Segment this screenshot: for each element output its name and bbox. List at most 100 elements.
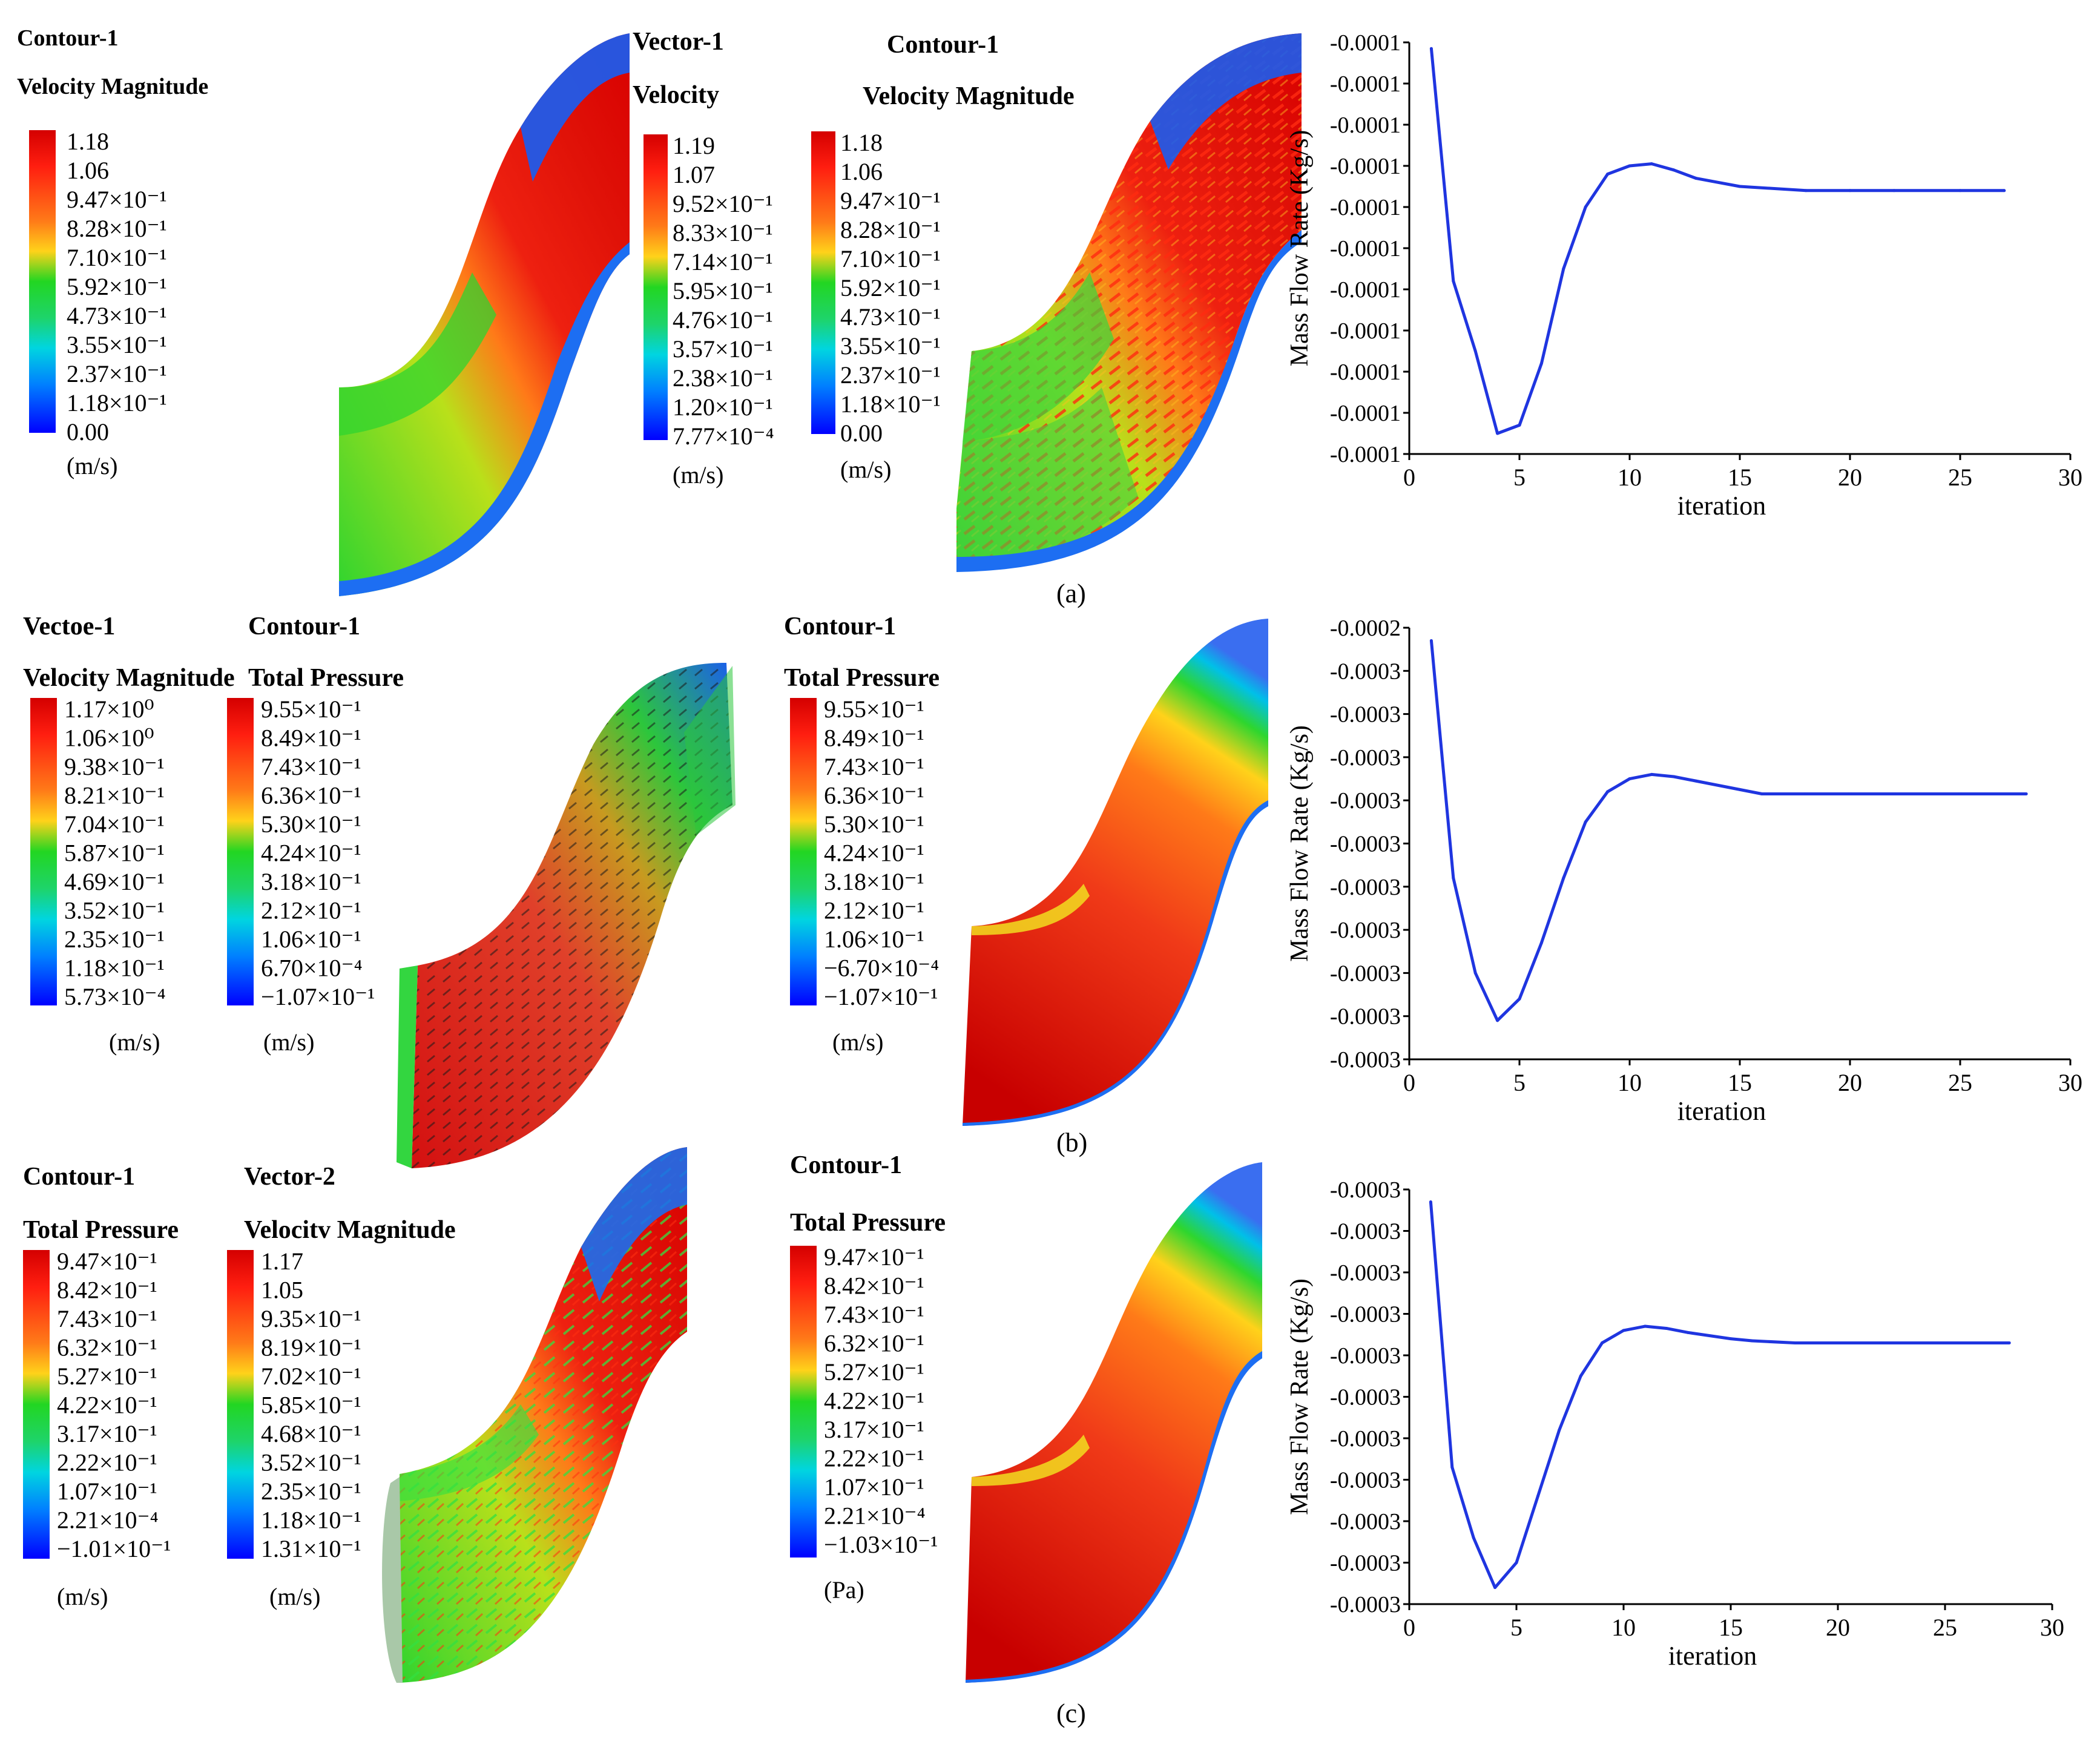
data-point	[1472, 1536, 1475, 1539]
data-point	[1496, 432, 1499, 435]
legend-subtitle: Velocity	[633, 81, 719, 109]
legend-ticks: 9.55×10⁻¹8.49×10⁻¹7.43×10⁻¹6.36×10⁻¹5.30…	[261, 696, 375, 1010]
x-axis-label: iteration	[1677, 1096, 1766, 1126]
legend-tick-label: 8.21×10⁻¹	[64, 782, 165, 809]
y-tick-label: -0.0003	[1330, 875, 1401, 900]
legend-tick-label: 9.52×10⁻¹	[673, 190, 773, 217]
legend-tick-label: 7.10×10⁻¹	[67, 244, 167, 271]
legend-title: Vector-2	[244, 1163, 335, 1191]
legend-subtitle: Velocity Magnitude	[863, 82, 1075, 110]
y-tick-label: -0.0003	[1330, 918, 1401, 943]
duct-total-pressure-c	[966, 1162, 1262, 1683]
legend-unit: (m/s)	[673, 461, 723, 488]
legend-tick-label: −1.01×10⁻¹	[57, 1535, 171, 1562]
data-point	[1622, 1329, 1625, 1332]
legend-unit: (m/s)	[109, 1028, 160, 1056]
x-axis-label: iteration	[1677, 491, 1766, 521]
legend-tick-label: 1.18×10⁻¹	[67, 389, 167, 416]
y-tick-label: -0.0001	[1330, 318, 1401, 344]
legend-tick-label: 9.55×10⁻¹	[824, 696, 924, 723]
legend-tick-label: 2.12×10⁻¹	[824, 897, 924, 924]
x-tick-label: 20	[1838, 464, 1862, 491]
legend-subtitle: Velocity Magnitude	[23, 664, 235, 692]
legend-title: Contour-1	[248, 613, 360, 640]
legend-tick-label: 1.06	[840, 158, 883, 185]
data-point	[1836, 1341, 1840, 1344]
data-point	[1628, 777, 1631, 781]
x-tick-label: 5	[1510, 1614, 1522, 1641]
legend-tick-label: 6.32×10⁻¹	[57, 1334, 157, 1361]
series-line	[1429, 640, 2027, 1022]
legend-tick-label: 1.19	[673, 132, 715, 159]
legend-tick-label: 2.21×10⁻⁴	[824, 1502, 926, 1530]
legend-tick-label: 2.35×10⁻¹	[64, 926, 165, 953]
legend-tick-label: 5.30×10⁻¹	[261, 811, 361, 838]
legend-tick-label: 3.18×10⁻¹	[824, 868, 924, 895]
y-tick-label: -0.0001	[1330, 360, 1401, 385]
legend-tick-label: 6.32×10⁻¹	[824, 1330, 924, 1357]
y-tick-label: -0.0003	[1330, 832, 1401, 857]
legend-velocity-magnitude-b1: Vectoe-1 Velocity Magnitude 1.17×10⁰1.06…	[23, 613, 235, 1056]
y-tick-label: -0.0003	[1330, 1509, 1401, 1535]
chart-b: -0.0002 -0.0003 -0.0003 -0.0003 -0.0003 -0.00…	[1286, 616, 2082, 1126]
legend-ticks: 9.47×10⁻¹8.42×10⁻¹7.43×10⁻¹6.32×10⁻¹5.27…	[57, 1248, 171, 1562]
data-point	[1686, 1331, 1690, 1334]
legend-velocity-a2: Vector-1 Velocity 1.191.079.52×10⁻¹8.33×…	[633, 28, 774, 488]
data-point	[2003, 189, 2006, 192]
legend-tick-label: 9.47×10⁻¹	[840, 187, 941, 214]
chart-c: -0.0003 -0.0003 -0.0003 -0.0003 -0.0003 -0.00…	[1286, 1177, 2064, 1671]
legend-tick-label: 9.47×10⁻¹	[67, 186, 167, 213]
legend-velocity-magnitude-a3: Contour-1 Velocity Magnitude 1.181.069.4…	[811, 31, 1075, 483]
legend-subtitle: Velocity Magnitude	[17, 74, 208, 99]
legend-tick-label: 9.35×10⁻¹	[261, 1305, 361, 1332]
legend-tick-label: 3.52×10⁻¹	[261, 1449, 361, 1476]
legend-title: Vector-1	[633, 28, 724, 56]
y-tick-label: -0.0003	[1330, 1302, 1401, 1327]
data-point	[1579, 1374, 1582, 1378]
x-axis-label: iteration	[1668, 1641, 1757, 1671]
data-point	[2007, 1341, 2011, 1344]
legend-ticks: 1.17×10⁰1.06×10⁰9.38×10⁻¹8.21×10⁻¹7.04×1…	[64, 696, 166, 1010]
legend-tick-label: 1.18	[67, 128, 109, 155]
data-point	[1892, 792, 1896, 796]
y-tick-label: -0.0003	[1330, 1468, 1401, 1493]
legend-tick-label: 7.14×10⁻¹	[673, 248, 773, 275]
color-ramp	[227, 698, 254, 1005]
data-point	[1518, 423, 1521, 427]
legend-tick-label: 1.18×10⁻¹	[840, 390, 941, 418]
legend-tick-label: 4.24×10⁻¹	[261, 840, 361, 867]
y-tick-label: -0.0003	[1330, 1260, 1401, 1286]
legend-tick-label: 2.12×10⁻¹	[261, 897, 361, 924]
legend-total-pressure-c3: Contour-1 Total Pressure 9.47×10⁻¹8.42×1…	[790, 1151, 946, 1604]
chart-a: -0.0001 -0.0001 -0.0001 -0.0001 -0.0001 -0.00…	[1286, 30, 2082, 521]
legend-tick-label: 4.69×10⁻¹	[64, 868, 165, 895]
legend-ticks: 9.47×10⁻¹8.42×10⁻¹7.43×10⁻¹6.32×10⁻¹5.27…	[824, 1243, 938, 1558]
color-ramp	[29, 130, 56, 433]
data-point	[1628, 164, 1631, 168]
x-tick-label: 30	[2058, 1069, 2082, 1096]
data-point	[1429, 639, 1433, 642]
legend-unit: (m/s)	[263, 1028, 314, 1056]
data-point	[1738, 185, 1742, 188]
legend-tick-label: 1.20×10⁻¹	[673, 393, 773, 421]
data-point	[1694, 176, 1697, 180]
legend-tick-label: 9.55×10⁻¹	[261, 696, 361, 723]
panel-b: Vectoe-1 Velocity Magnitude 1.17×10⁰1.06…	[23, 613, 2082, 1168]
legend-tick-label: 8.33×10⁻¹	[673, 219, 773, 246]
legend-unit: (m/s)	[832, 1028, 883, 1056]
legend-total-pressure-b3: Contour-1 Total Pressure 9.55×10⁻¹8.49×1…	[784, 613, 940, 1056]
data-point	[1848, 189, 1852, 192]
legend-ticks: 1.171.059.35×10⁻¹8.19×10⁻¹7.02×10⁻¹5.85×…	[261, 1248, 361, 1562]
data-point	[1650, 162, 1653, 166]
x-tick-label: 15	[1719, 1614, 1743, 1641]
data-point	[1643, 1324, 1647, 1328]
legend-tick-label: 2.37×10⁻¹	[67, 360, 167, 387]
legend-tick-label: 9.47×10⁻¹	[57, 1248, 157, 1275]
legend-subtitle: Velocitv Magnitude	[244, 1216, 456, 1244]
y-tick-label: -0.0001	[1330, 277, 1401, 303]
legend-tick-label: 9.47×10⁻¹	[824, 1243, 924, 1271]
x-tick-label: 30	[2058, 464, 2082, 491]
legend-tick-label: 7.43×10⁻¹	[824, 753, 924, 780]
legend-subtitle: Total Pressure	[790, 1209, 946, 1237]
